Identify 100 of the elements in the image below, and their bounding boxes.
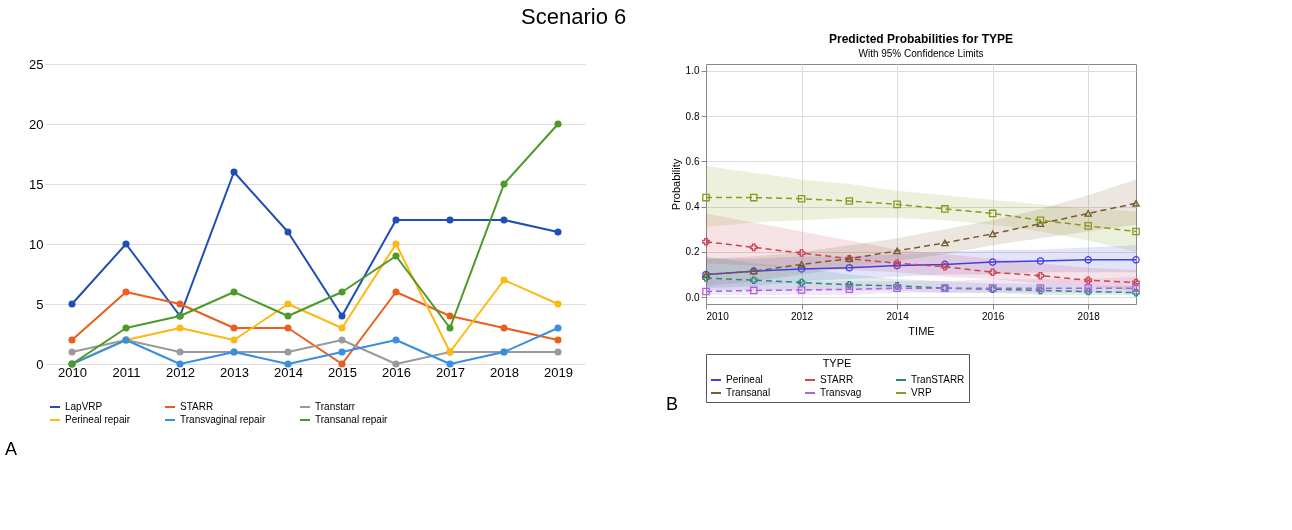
point bbox=[284, 348, 292, 356]
point bbox=[1132, 227, 1140, 236]
point bbox=[988, 230, 997, 238]
point bbox=[1084, 284, 1093, 292]
point bbox=[1132, 278, 1140, 287]
point bbox=[988, 209, 997, 218]
y-tick-label: 0 bbox=[36, 356, 44, 372]
point bbox=[122, 324, 130, 332]
point bbox=[797, 194, 806, 203]
point bbox=[1132, 199, 1140, 207]
y-tick-label: 15 bbox=[29, 176, 44, 192]
point bbox=[392, 336, 400, 344]
legend-label: TranSTARR bbox=[911, 374, 965, 385]
point bbox=[446, 360, 454, 368]
point bbox=[1084, 276, 1093, 285]
point bbox=[338, 348, 346, 356]
point bbox=[1084, 256, 1093, 264]
point bbox=[554, 120, 562, 128]
y-tick-label: 5 bbox=[36, 296, 44, 312]
point bbox=[446, 216, 454, 224]
point bbox=[230, 336, 238, 344]
point bbox=[500, 216, 508, 224]
point bbox=[554, 324, 562, 332]
x-tick-label: 2011 bbox=[112, 364, 141, 380]
point bbox=[230, 324, 238, 332]
point bbox=[284, 228, 292, 236]
point bbox=[176, 300, 184, 308]
point bbox=[893, 247, 901, 255]
legend-label: STARR bbox=[820, 374, 854, 385]
point bbox=[749, 193, 758, 202]
x-tick-label: 2019 bbox=[544, 364, 573, 380]
legend-title: TYPE bbox=[822, 357, 852, 369]
x-tick-label: 2010 bbox=[58, 364, 87, 380]
point bbox=[68, 336, 76, 344]
y-tick-label: 25 bbox=[29, 56, 44, 72]
legend-label: Transvag bbox=[820, 387, 862, 398]
point bbox=[338, 360, 346, 368]
point bbox=[554, 336, 562, 344]
point bbox=[1036, 220, 1045, 228]
y-tick-label: 0.6 bbox=[685, 155, 700, 167]
point bbox=[68, 348, 76, 356]
point bbox=[392, 240, 400, 248]
point bbox=[284, 324, 292, 332]
point bbox=[446, 324, 454, 332]
y-tick-label: 0.4 bbox=[685, 201, 700, 213]
point bbox=[941, 205, 949, 213]
point bbox=[392, 216, 400, 224]
point bbox=[284, 360, 292, 368]
y-tick-label: 10 bbox=[29, 236, 44, 252]
point bbox=[500, 276, 508, 284]
point bbox=[749, 286, 758, 295]
x-tick-label: 2012 bbox=[790, 310, 814, 322]
point bbox=[230, 288, 238, 296]
point bbox=[845, 285, 854, 294]
point bbox=[797, 265, 806, 273]
legend-label: Transvaginal repair bbox=[180, 414, 266, 425]
point bbox=[893, 200, 901, 209]
point bbox=[1132, 284, 1140, 292]
point bbox=[392, 360, 400, 368]
legend-label: STARR bbox=[180, 401, 214, 412]
legend-label: Perineal repair bbox=[65, 414, 131, 425]
x-tick-label: 2017 bbox=[436, 364, 465, 380]
legend-label: Transanal repair bbox=[315, 414, 389, 425]
y-tick-label: 0.8 bbox=[685, 110, 700, 122]
x-tick-label: 2010 bbox=[706, 310, 730, 322]
point bbox=[1036, 271, 1045, 280]
point bbox=[176, 360, 184, 368]
point bbox=[797, 260, 806, 268]
point bbox=[500, 180, 508, 188]
point bbox=[988, 268, 997, 277]
x-tick-label: 2015 bbox=[328, 364, 357, 380]
chart-title: Predicted Probabilities for TYPE bbox=[828, 32, 1014, 46]
point bbox=[554, 300, 562, 308]
legend-label: Transtarr bbox=[315, 401, 356, 412]
y-tick-label: 0.2 bbox=[685, 246, 700, 258]
point bbox=[176, 348, 184, 356]
x-axis-title: TIME bbox=[908, 324, 935, 337]
legend-label: VRP bbox=[911, 387, 932, 398]
legend-label: LapVRP bbox=[65, 401, 103, 412]
point bbox=[845, 263, 854, 272]
point bbox=[338, 324, 346, 332]
text: B bbox=[666, 394, 679, 414]
point bbox=[176, 324, 184, 332]
point bbox=[749, 276, 758, 285]
point bbox=[68, 300, 76, 308]
point bbox=[500, 324, 508, 332]
x-tick-label: 2014 bbox=[274, 364, 303, 380]
point bbox=[797, 278, 806, 287]
point bbox=[392, 288, 400, 296]
point bbox=[845, 197, 854, 205]
point bbox=[1084, 287, 1093, 296]
x-tick-label: 2012 bbox=[166, 364, 195, 380]
x-tick-label: 2016 bbox=[982, 310, 1005, 322]
point bbox=[1132, 288, 1140, 297]
point bbox=[284, 300, 292, 308]
point bbox=[284, 312, 292, 320]
point bbox=[988, 258, 997, 266]
point bbox=[122, 240, 130, 248]
legend-label: Transanal bbox=[726, 387, 771, 398]
point bbox=[797, 286, 806, 294]
